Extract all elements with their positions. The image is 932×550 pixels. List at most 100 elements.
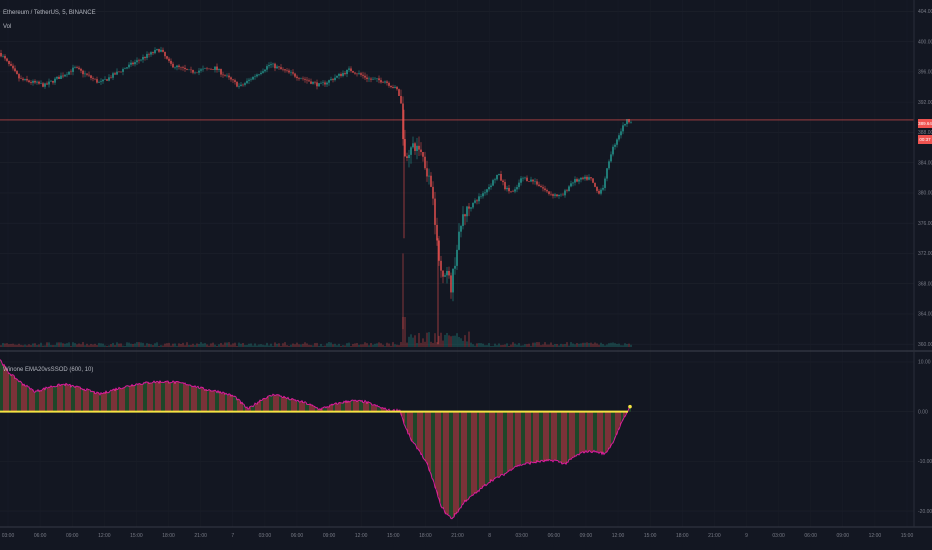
candle-body [500, 173, 502, 181]
candle-body [2, 55, 4, 57]
volume-bar [532, 342, 534, 347]
price-candles[interactable] [0, 46, 632, 345]
time-tick-label: 12:00 [355, 533, 368, 539]
volume-bar [430, 341, 432, 347]
volume-bar [104, 345, 106, 347]
volume-bar [380, 343, 382, 347]
volume-bar [318, 345, 320, 347]
volume-bar [262, 344, 264, 347]
candle-body [206, 68, 208, 69]
candle-body [612, 146, 614, 155]
volume-bar [436, 342, 438, 347]
candle-body [278, 66, 280, 68]
volume-bar [554, 343, 556, 347]
candle-body [484, 192, 486, 194]
volume-bar [214, 344, 216, 347]
time-tick-label: 12:00 [612, 533, 625, 539]
candle-body [194, 72, 196, 74]
volume-bar [172, 343, 174, 347]
volume-bar [200, 342, 202, 347]
volume-bar [376, 343, 378, 347]
candle-body [392, 87, 394, 88]
volume-bar [142, 342, 144, 347]
candle-body [416, 145, 418, 151]
volume-bar [118, 343, 120, 347]
candle-body [502, 180, 504, 183]
candle-body [354, 72, 356, 74]
candle-body [562, 194, 564, 196]
candle-body [380, 80, 382, 83]
indicator-legend[interactable]: Winone EMA20vsSSOD (600, 10) [3, 367, 94, 373]
candle-body [400, 95, 402, 104]
symbol-legend[interactable]: Ethereum / TetherUS, 5, BINANCE [3, 10, 96, 16]
volume-bar [314, 342, 316, 347]
candle-body [120, 71, 122, 73]
volume-bar [242, 342, 244, 347]
volume-bar [464, 335, 466, 347]
time-tick-label: 09:00 [66, 533, 79, 539]
candle-body [420, 149, 422, 153]
candle-body [204, 68, 206, 69]
volume-bar [94, 343, 96, 347]
volume-bar [448, 335, 450, 347]
volume-bar [378, 342, 380, 347]
volume-bar [432, 342, 434, 347]
candle-body [592, 178, 594, 183]
volume-bar [370, 343, 372, 347]
time-tick-label: 21:00 [194, 533, 207, 539]
candle-body [242, 84, 244, 86]
volume-bar [224, 342, 226, 347]
indicator-histogram [0, 359, 631, 519]
candle-body [66, 74, 68, 76]
volume-bar [420, 342, 422, 347]
time-tick-label: 12:00 [98, 533, 111, 539]
volume-bar [92, 344, 94, 347]
volume-bar [368, 345, 370, 347]
volume-bar [568, 345, 570, 347]
candle-body [530, 179, 532, 182]
candle-body [520, 178, 522, 183]
time-tick-label: 03:00 [2, 533, 15, 539]
candle-body [256, 74, 258, 77]
volume-bar [324, 345, 326, 347]
volume-bar [176, 345, 178, 347]
volume-bar [396, 344, 398, 347]
candle-body [290, 72, 292, 73]
volume-legend[interactable]: Vol [3, 24, 12, 30]
candle-body [220, 69, 222, 75]
volume-bar [120, 343, 122, 347]
candle-body [360, 73, 362, 75]
candle-body [228, 75, 230, 78]
indicator-axis[interactable]: 10.00 0.00 -10.00 -20.00 [918, 360, 932, 515]
volume-bar [276, 343, 278, 347]
candle-body [88, 74, 90, 76]
candle-body [190, 69, 192, 71]
candle-body [100, 81, 102, 82]
volume-bar [524, 344, 526, 347]
candle-body [482, 193, 484, 197]
volume-bar [298, 344, 300, 347]
volume-bar [382, 344, 384, 347]
time-tick-label: 09:00 [323, 533, 336, 539]
candle-body [384, 81, 386, 83]
volume-bar [82, 342, 84, 347]
volume-bar [360, 344, 362, 347]
volume-bar [310, 345, 312, 347]
price-axis[interactable]: 404.00 400.00 396.00 392.00 388.00 384.00 380.… [918, 9, 932, 348]
candle-body [136, 60, 138, 63]
volume-bar [552, 344, 554, 347]
volume-bar [286, 345, 288, 347]
volume-bar [196, 343, 198, 347]
volume-bar [80, 344, 82, 347]
price-tick-label: 372.00 [918, 251, 932, 257]
time-tick-label: 09:00 [837, 533, 850, 539]
volume-bar [322, 345, 324, 347]
candle-body [224, 75, 226, 76]
volume-bar [496, 345, 498, 347]
volume-bar [478, 343, 480, 347]
time-axis[interactable]: 03:00 06:00 09:00 12:00 15:00 18:00 21:00 7 03:0… [2, 533, 914, 539]
volume-bar [88, 345, 90, 347]
volume-bar [22, 345, 24, 347]
volume-bar [488, 343, 490, 347]
